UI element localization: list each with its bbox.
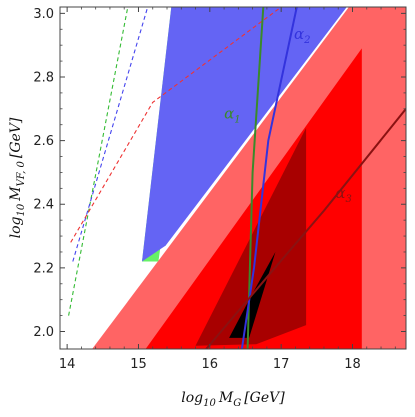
x-title-base: log <box>181 390 203 406</box>
y-tick-label: 2.4 <box>33 198 54 213</box>
ticks-layer: 14 15 16 17 18 2.0 2.2 2.4 2.6 2.8 3.0 <box>33 7 406 372</box>
y-axis-title: log10MVF, 0 [GeV] <box>8 117 27 238</box>
dashed-curves-layer <box>68 7 282 316</box>
y-title-var: M <box>8 186 24 202</box>
alpha3-label: α3 <box>335 184 352 205</box>
dash-green-line <box>68 7 129 316</box>
alpha1-label-sub: 1 <box>234 114 240 125</box>
coupling-curves-layer <box>205 7 406 349</box>
alpha2-label-base: α <box>294 25 304 43</box>
y-tick-label: 2.2 <box>33 261 54 276</box>
x-tick-label: 17 <box>273 357 290 372</box>
x-title-unit: [GeV] <box>244 390 285 406</box>
alpha1-curve <box>246 7 265 349</box>
alpha2-label-sub: 2 <box>303 35 310 46</box>
alpha2-label: α2 <box>294 25 311 46</box>
x-axis-title: log10 MG [GeV] <box>181 390 285 409</box>
y-tick-label: 2.0 <box>33 325 54 340</box>
y-tick-label: 3.0 <box>33 7 54 22</box>
y-title-base: log <box>8 216 24 238</box>
x-tick-label: 15 <box>130 357 147 372</box>
alpha3-label-sub: 3 <box>346 194 352 205</box>
plot-content <box>68 7 406 349</box>
x-tick-label: 18 <box>344 357 361 372</box>
x-tick-label: 14 <box>59 357 76 372</box>
x-title-var-sub: G <box>233 398 241 409</box>
y-tick-label: 2.8 <box>33 70 54 85</box>
alpha3-label-base: α <box>335 184 345 202</box>
region-blue <box>142 7 347 262</box>
y-title-base-sub: 10 <box>16 203 27 216</box>
plot-frame <box>59 6 407 350</box>
alpha1-label: α1 <box>224 104 241 125</box>
y-tick-label: 2.6 <box>33 134 54 149</box>
x-tick-label: 16 <box>202 357 219 372</box>
x-title-base-sub: 10 <box>203 398 216 409</box>
region-red <box>145 48 362 349</box>
regions-layer <box>92 7 406 349</box>
x-title-var: M <box>218 390 234 406</box>
dash-red-line <box>70 7 282 243</box>
alpha2-curve <box>240 7 298 349</box>
dash-blue-line <box>72 7 149 262</box>
y-title-unit: [GeV] <box>8 117 24 158</box>
alpha1-label-base: α <box>224 104 234 122</box>
alpha3-curve <box>205 108 406 349</box>
y-title-var-sub: VF, 0 <box>16 160 27 186</box>
